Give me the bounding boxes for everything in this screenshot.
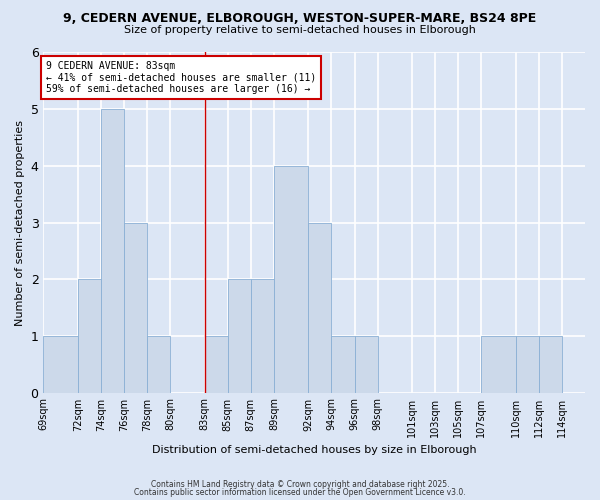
X-axis label: Distribution of semi-detached houses by size in Elborough: Distribution of semi-detached houses by … [152, 445, 476, 455]
Bar [101, 109, 124, 393]
Bar [274, 166, 308, 392]
Y-axis label: Number of semi-detached properties: Number of semi-detached properties [15, 120, 25, 326]
Text: Contains HM Land Registry data © Crown copyright and database right 2025.: Contains HM Land Registry data © Crown c… [151, 480, 449, 489]
Bar [43, 336, 78, 392]
Bar [251, 279, 274, 392]
Bar [205, 336, 228, 392]
Text: 9, CEDERN AVENUE, ELBOROUGH, WESTON-SUPER-MARE, BS24 8PE: 9, CEDERN AVENUE, ELBOROUGH, WESTON-SUPE… [64, 12, 536, 26]
Bar [228, 279, 251, 392]
Bar [78, 279, 101, 392]
Bar [539, 336, 562, 392]
Bar [331, 336, 355, 392]
Text: Contains public sector information licensed under the Open Government Licence v3: Contains public sector information licen… [134, 488, 466, 497]
Bar [355, 336, 377, 392]
Bar [481, 336, 516, 392]
Bar [308, 222, 331, 392]
Text: 9 CEDERN AVENUE: 83sqm
← 41% of semi-detached houses are smaller (11)
59% of sem: 9 CEDERN AVENUE: 83sqm ← 41% of semi-det… [46, 61, 316, 94]
Bar [147, 336, 170, 392]
Bar [516, 336, 539, 392]
Text: Size of property relative to semi-detached houses in Elborough: Size of property relative to semi-detach… [124, 25, 476, 35]
Bar [124, 222, 147, 392]
